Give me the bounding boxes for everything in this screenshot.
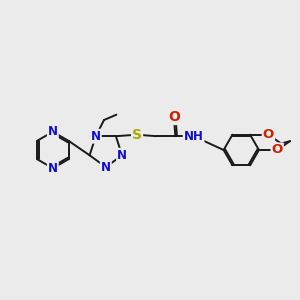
Text: NH: NH xyxy=(184,130,203,143)
Text: N: N xyxy=(48,125,58,138)
Text: N: N xyxy=(48,162,58,175)
Text: O: O xyxy=(263,128,274,141)
Text: S: S xyxy=(132,128,142,142)
Text: N: N xyxy=(91,130,101,143)
Text: O: O xyxy=(272,143,283,157)
Text: O: O xyxy=(168,110,180,124)
Text: N: N xyxy=(117,149,127,162)
Text: N: N xyxy=(101,160,111,174)
